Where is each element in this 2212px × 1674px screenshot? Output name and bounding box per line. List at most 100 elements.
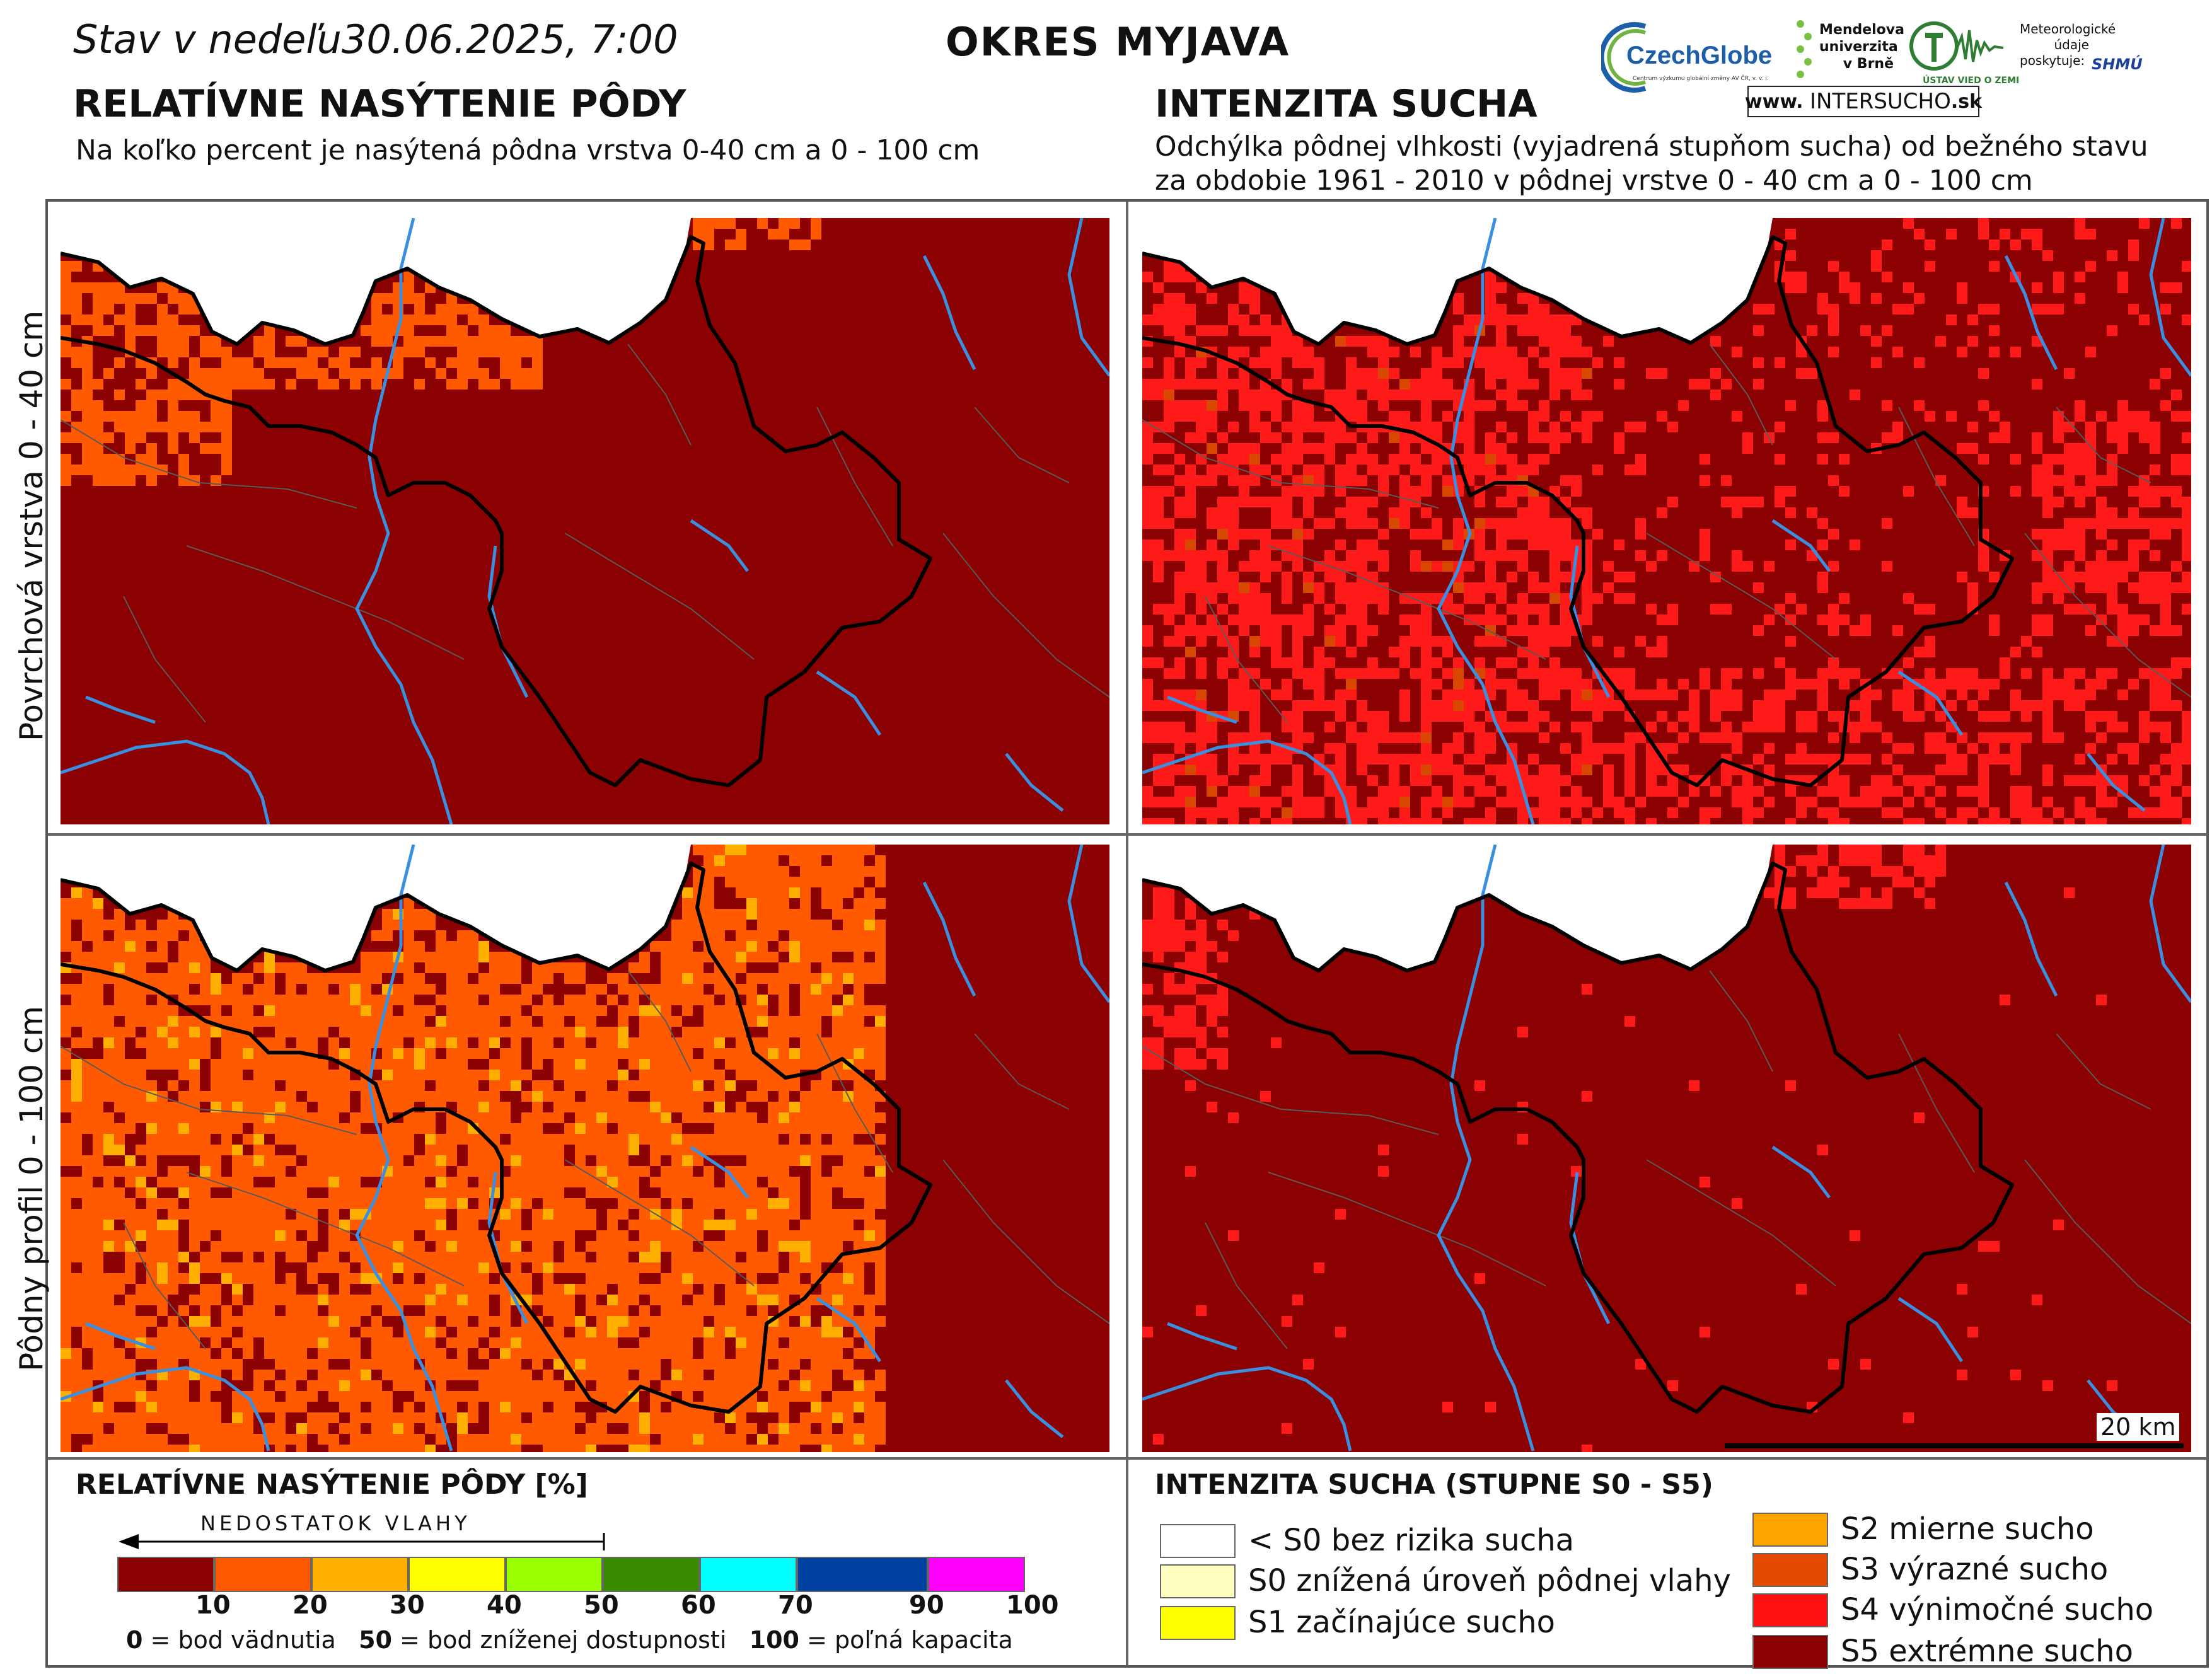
- map-saturation-profile: [61, 845, 1109, 1452]
- road-line: [123, 1222, 206, 1349]
- river-line: [61, 1366, 270, 1452]
- road-line: [942, 1159, 1109, 1324]
- road-line: [2056, 1033, 2151, 1110]
- road-line: [974, 1033, 1070, 1110]
- saturation-tick-label: 10: [195, 1591, 231, 1620]
- river-line: [1771, 519, 1831, 572]
- river-line: [1569, 545, 1611, 698]
- river-line: [922, 255, 976, 371]
- meteo-logo: Meteorologické údaje poskytuje: SHMÚ: [2020, 21, 2156, 97]
- district-border: [1142, 235, 2014, 787]
- road-line: [123, 596, 206, 723]
- note-wilting-text: = bod vädnutia: [142, 1626, 336, 1654]
- road-line: [1646, 533, 1836, 660]
- river-line: [355, 845, 453, 1452]
- river-line: [1005, 753, 1064, 812]
- river-line: [816, 1296, 882, 1363]
- drought-class-label: < S0 bez rizika sucha: [1248, 1523, 1575, 1558]
- road-line: [2024, 1159, 2191, 1324]
- saturation-class-swatch: [928, 1557, 1025, 1592]
- saturation-class-swatch: [603, 1557, 700, 1592]
- road-line: [2024, 533, 2191, 698]
- district-border: [61, 862, 932, 1414]
- river-line: [922, 881, 976, 997]
- saturation-class-swatch: [214, 1557, 311, 1592]
- river-line: [1005, 1379, 1064, 1438]
- raster-cells: [1142, 218, 2191, 824]
- saturation-class-swatch: [117, 1557, 214, 1592]
- saturation-tick-label: 40: [487, 1591, 522, 1620]
- meteo-line-2: údaje: [2054, 37, 2090, 52]
- district-border: [61, 235, 932, 787]
- road-line: [1142, 1046, 1439, 1135]
- note-wilting-value: 0: [126, 1626, 143, 1654]
- scale-bar: [1725, 1443, 2184, 1448]
- district-title: OKRES MYJAVA: [946, 19, 1290, 65]
- river-line: [355, 218, 453, 824]
- drought-class-label: S1 začínajúce sucho: [1248, 1605, 1555, 1640]
- czechglobe-wordmark: CzechGlobe: [1626, 42, 1773, 69]
- road-line: [2056, 407, 2151, 483]
- river-line: [690, 519, 749, 572]
- saturation-color-bar: [117, 1557, 1025, 1592]
- river-line: [85, 695, 156, 724]
- grid-divider-vertical: [1126, 202, 1128, 1665]
- river-line: [2004, 881, 2058, 997]
- intersucho-prefix: www.: [1744, 90, 1804, 113]
- grid-divider-legend: [48, 1457, 2208, 1460]
- intersucho-suffix: .sk: [1950, 90, 1983, 113]
- saturation-class-swatch: [700, 1557, 797, 1592]
- drought-class-swatch: [1160, 1524, 1236, 1558]
- river-line: [487, 545, 529, 698]
- drought-class-label: S3 výrazné sucho: [1841, 1552, 2109, 1587]
- road-line: [816, 1033, 893, 1173]
- river-line: [1167, 1322, 1237, 1351]
- map-canvas: [1142, 218, 2191, 824]
- date-line: Stav v nedeľu30.06.2025, 7:00: [73, 16, 678, 62]
- road-line: [1898, 407, 1975, 546]
- road-line: [627, 343, 692, 446]
- river-line: [1897, 670, 1964, 736]
- river-line: [690, 1145, 749, 1199]
- road-line: [186, 545, 465, 660]
- district-border: [1142, 862, 2014, 1414]
- road-line: [1709, 343, 1773, 446]
- map-canvas: [61, 218, 1109, 824]
- road-line: [61, 1046, 357, 1135]
- drought-class-label: S4 výnimočné sucho: [1841, 1592, 2154, 1627]
- saturation-legend-title: RELATÍVNE NASÝTENIE PÔDY [%]: [76, 1469, 588, 1501]
- river-line: [2149, 218, 2191, 377]
- saturation-tick-label: 100: [1006, 1591, 1059, 1620]
- drought-legend: < S0 bez rizika sucha S0 znížená úroveň p…: [1160, 1511, 2194, 1669]
- road-line: [627, 970, 692, 1072]
- tvz-logo: ÚSTAV VIED O ZEMI: [1909, 18, 2019, 93]
- saturation-tick-label: 50: [584, 1591, 619, 1620]
- map-grid-frame: [45, 199, 2209, 1668]
- road-line: [1142, 419, 1439, 509]
- saturation-tick-label: 60: [681, 1591, 716, 1620]
- map-canvas: [1142, 845, 2191, 1452]
- drought-class-swatch: [1752, 1513, 1828, 1547]
- river-line: [1569, 1172, 1611, 1325]
- drought-class-label: S5 extrémne sucho: [1841, 1634, 2133, 1669]
- mendel-line-1: Mendelova: [1819, 22, 1904, 38]
- river-line: [85, 1322, 156, 1351]
- meteo-line-1: Meteorologické: [2020, 21, 2116, 37]
- river-line: [2087, 753, 2146, 812]
- river-line: [487, 1172, 529, 1325]
- saturation-tick-label: 90: [909, 1591, 944, 1620]
- map-canvas: [61, 845, 1109, 1452]
- partner-logos: CzechGlobe Centrum výzkumu globální změn…: [1599, 9, 2156, 117]
- mendel-logo: Mendelova univerzita v Brně: [1794, 15, 1904, 91]
- saturation-tick-row: 10 20 30 40 50 60 70 90 100: [117, 1591, 1059, 1622]
- intersucho-wordmark: INTERSUCHO: [1810, 89, 1951, 114]
- road-line: [1268, 1172, 1546, 1286]
- road-line: [1646, 1159, 1836, 1286]
- row-label-profile: Pôdny profil 0 - 100 cm: [13, 1005, 50, 1371]
- road-line: [1205, 596, 1288, 723]
- road-line: [942, 533, 1109, 698]
- river-line: [2004, 255, 2058, 371]
- road-line: [61, 419, 357, 509]
- river-line: [61, 739, 270, 824]
- river-line: [1067, 218, 1109, 377]
